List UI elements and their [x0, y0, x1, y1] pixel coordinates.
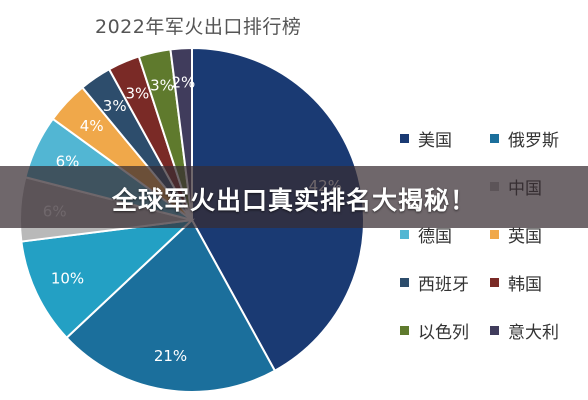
- legend-swatch: [400, 230, 409, 239]
- legend-swatch: [490, 134, 499, 143]
- legend-swatch: [400, 278, 409, 287]
- slice-label-uk: 4%: [80, 117, 104, 135]
- slice-label-russia: 21%: [154, 347, 187, 365]
- legend-label: 美国: [418, 131, 452, 151]
- chart-title: 2022年军火出口排行榜: [95, 16, 302, 38]
- legend-item: 俄罗斯: [490, 126, 559, 151]
- legend-swatch: [490, 230, 499, 239]
- legend-swatch: [490, 326, 499, 335]
- legend-label: 西班牙: [418, 275, 469, 295]
- pie-slice-france: [20, 218, 195, 340]
- legend-swatch: [490, 278, 499, 287]
- legend-label: 俄罗斯: [508, 131, 559, 151]
- legend-label: 韩国: [508, 275, 542, 295]
- slice-label-korea: 3%: [126, 85, 150, 103]
- slice-label-israel: 3%: [150, 77, 174, 95]
- legend-item: 韩国: [490, 270, 542, 295]
- legend-item: 德国: [400, 222, 452, 247]
- legend-label: 德国: [418, 227, 452, 247]
- headline-text: 全球军火出口真实排名大揭秘！: [111, 186, 476, 215]
- legend-label: 以色列: [418, 323, 469, 343]
- legend-label: 英国: [508, 227, 542, 247]
- slice-label-spain: 3%: [103, 97, 127, 115]
- legend-item: 意大利: [490, 318, 559, 343]
- legend-swatch: [400, 326, 409, 335]
- slice-label-italy: 2%: [172, 74, 196, 92]
- legend-item: 以色列: [400, 318, 469, 343]
- legend-item: 西班牙: [400, 270, 469, 295]
- slice-label-france: 10%: [51, 270, 84, 288]
- legend-label: 意大利: [508, 323, 559, 343]
- legend-item: 美国: [400, 126, 452, 151]
- legend-swatch: [400, 134, 409, 143]
- slice-label-germany: 6%: [56, 152, 80, 170]
- headline-banner: [0, 166, 588, 228]
- legend-item: 英国: [490, 222, 542, 247]
- pie-slice-russia: [65, 218, 277, 393]
